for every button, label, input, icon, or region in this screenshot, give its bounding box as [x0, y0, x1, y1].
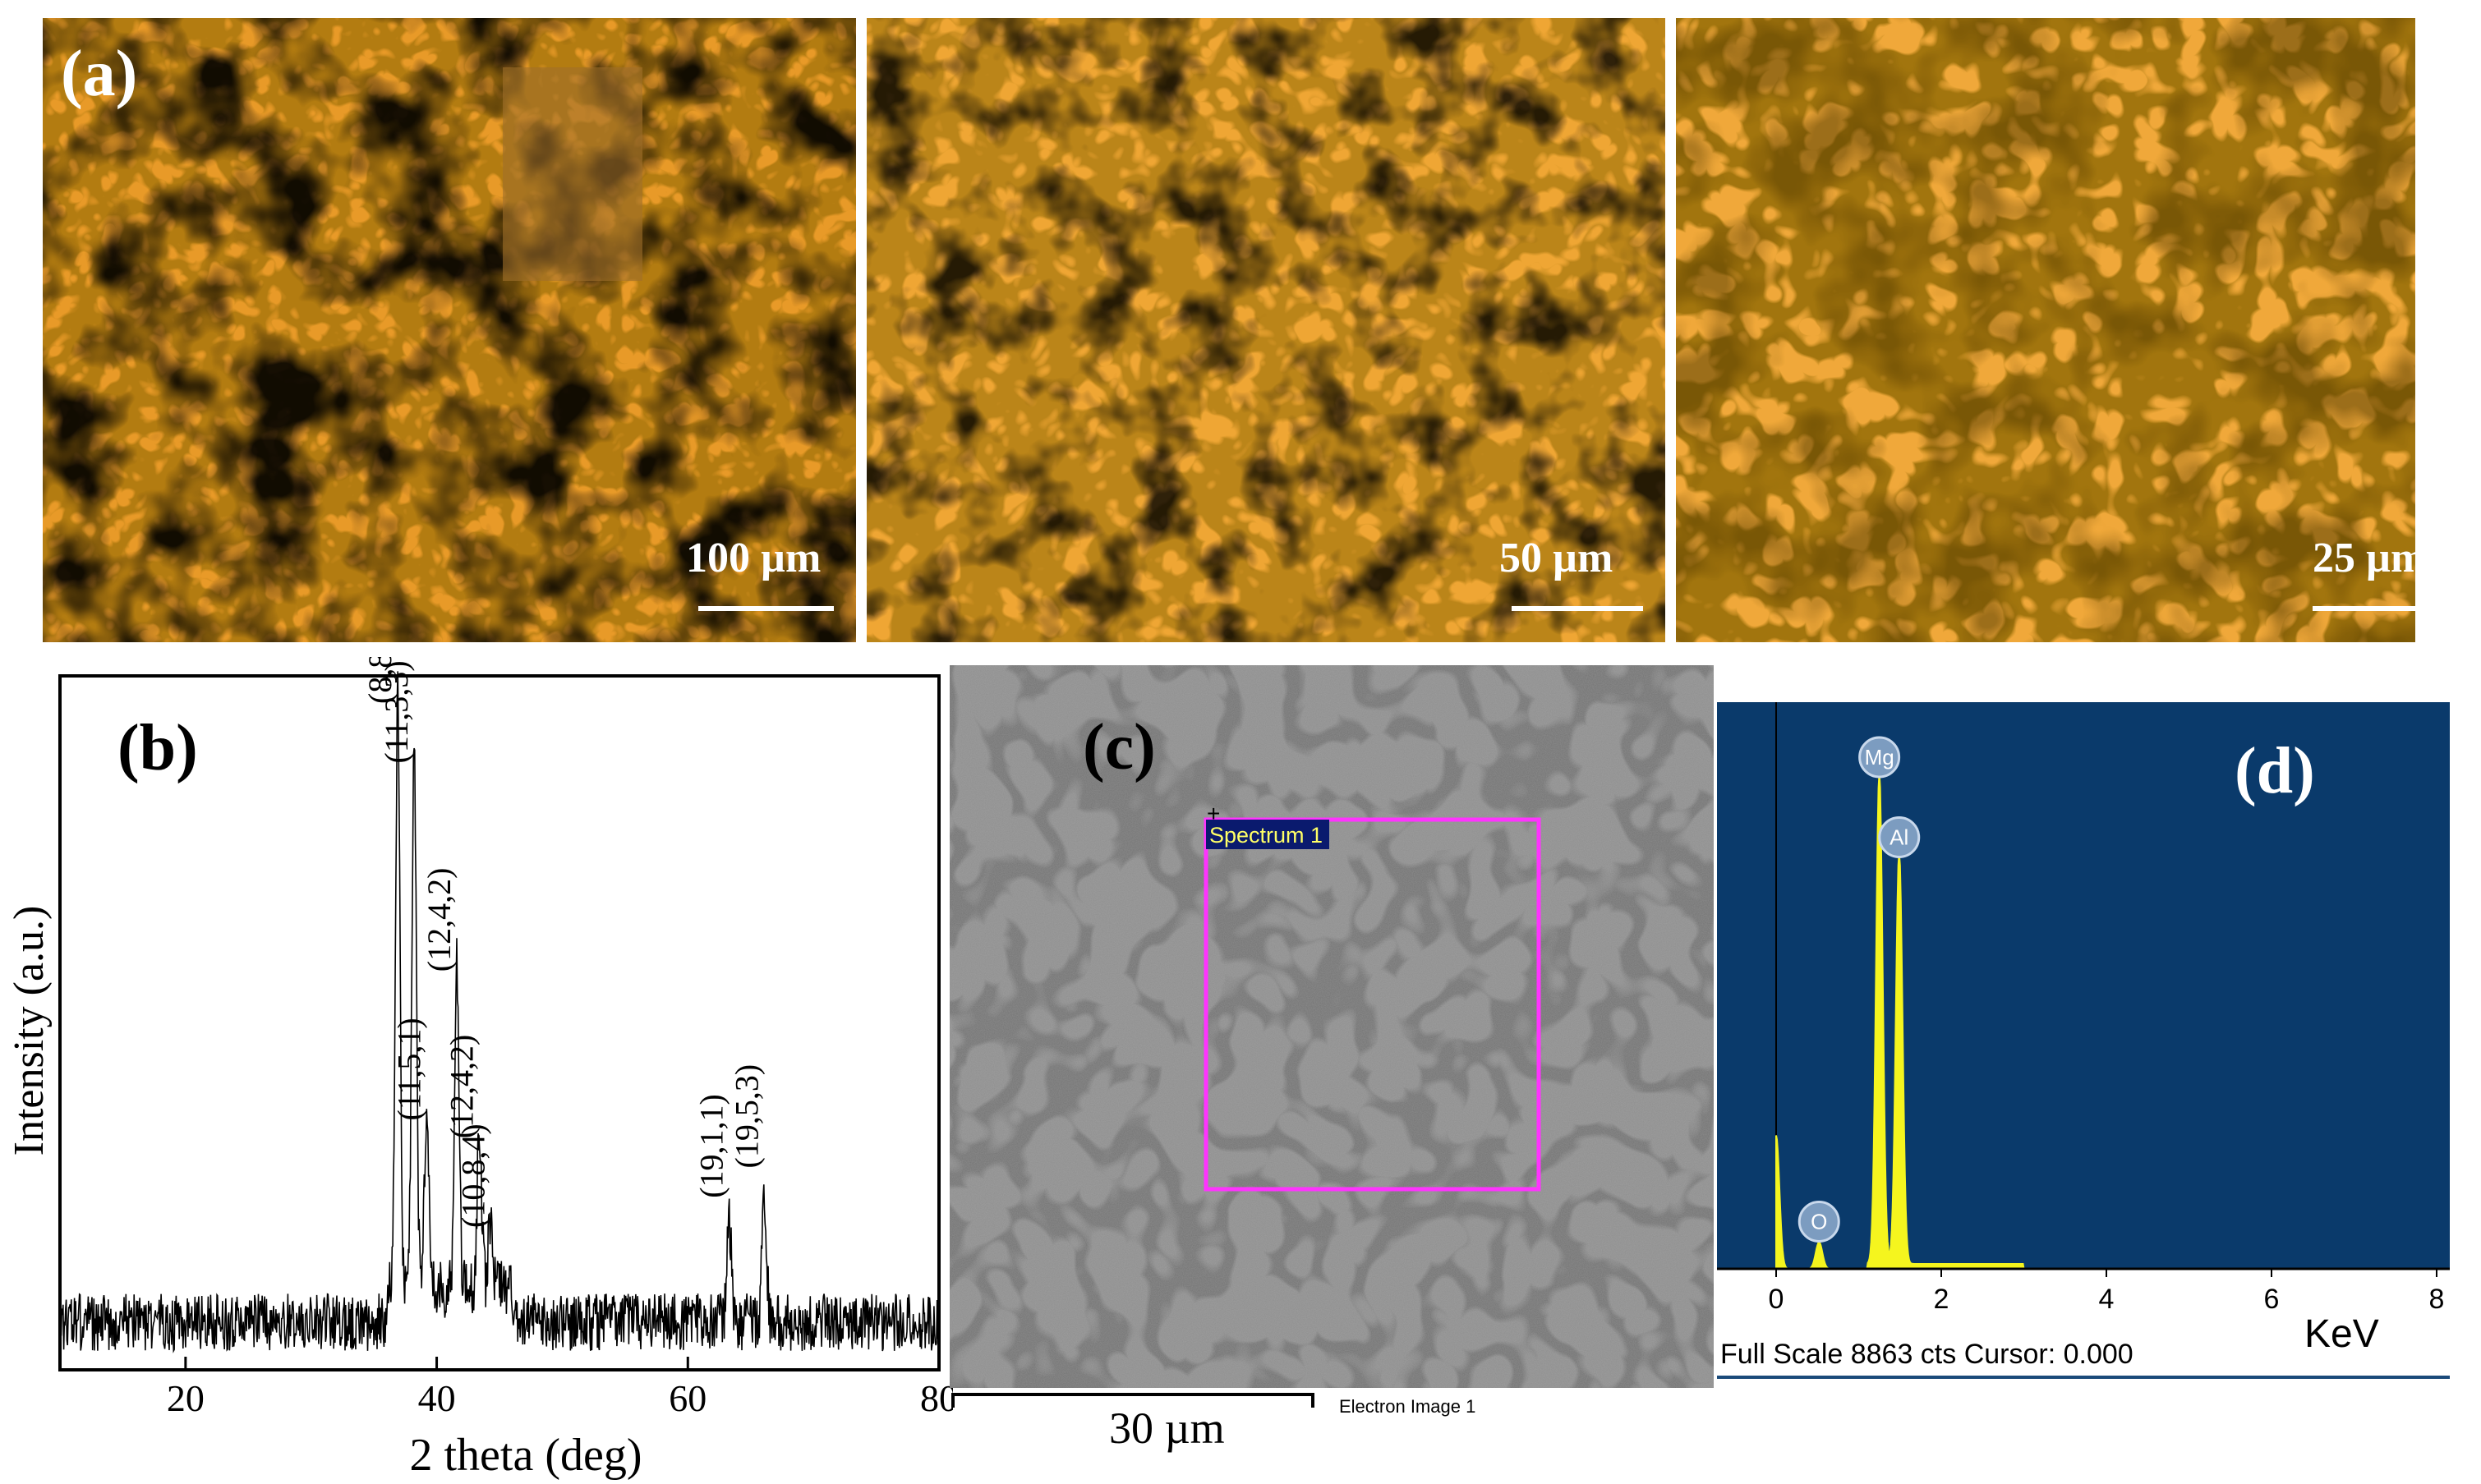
xrd-peak-label: (12,4,2) [444, 1035, 481, 1139]
scale-bar-a1 [698, 606, 834, 611]
xrd-chart: 20 40 60 80 (8,8,0)(11,3,3) (11,5,1) (12,4,2)… [6, 657, 953, 1481]
micrograph-25um [1676, 18, 2415, 642]
sem-image-texture: Spectrum 1 + [950, 665, 1714, 1388]
eds-element-marker [1878, 816, 1921, 858]
xrd-x-axis-label: 2 theta (deg) [410, 1430, 642, 1481]
xrd-peak-label: (19,1,1) [693, 1094, 730, 1198]
spectrum-label-box [1206, 820, 1329, 849]
cursor-cross-icon: + [1207, 801, 1220, 826]
scale-bar-a2 [1512, 606, 1643, 611]
xrd-y-axis-label: Intensity (a.u.) [6, 906, 53, 1156]
sem-scale-label: 30 µm [1109, 1404, 1225, 1453]
eds-chart: 0 2 4 6 8 O Mg Al (d) KeV Full Scale 8863 cts … [1717, 702, 2450, 1379]
micrograph-25um-texture [1676, 18, 2415, 642]
micrograph-50um [867, 18, 1665, 642]
xrd-x-tick-label: 60 [669, 1377, 707, 1419]
sem-panel-label: (c) [1083, 711, 1156, 783]
xrd-peak-label: (12,4,2) [421, 868, 458, 972]
xrd-peak-label: (11,5,1) [390, 1018, 427, 1120]
xrd-x-tick-label: 80 [920, 1377, 953, 1419]
spectrum-label: Spectrum 1 [1209, 823, 1323, 848]
eds-x-tick-label: 2 [1934, 1284, 1949, 1315]
eds-element-markers: O Mg Al [1797, 736, 1921, 1243]
scale-label-a2: 50 µm [1499, 535, 1613, 581]
xrd-peak-labels: (8,8,0)(11,3,3)(11,5,1)(12,4,2)(12,4,2)(… [361, 657, 765, 1228]
sem-scale-bar [951, 1393, 1313, 1396]
xrd-trace [59, 671, 940, 1353]
eds-ticks: 0 2 4 6 8 [1769, 1269, 2445, 1315]
xrd-peak-label: (8,8,0) [361, 657, 398, 704]
scale-label-a3: 25 µm [2313, 535, 2427, 581]
panel-a-label: (a) [61, 38, 138, 110]
xrd-panel-label: (b) [117, 712, 198, 784]
micrograph-100um-texture [43, 18, 856, 642]
xrd-x-tick-label: 40 [418, 1377, 456, 1419]
micrograph-100um [43, 18, 856, 642]
xrd-peak-label: (10,8,4) [454, 1123, 491, 1228]
eds-element-label: O [1811, 1210, 1827, 1234]
sem-image-caption: Electron Image 1 [1339, 1396, 1476, 1417]
eds-x-tick-label: 4 [2099, 1284, 2115, 1315]
eds-element-label: Mg [1865, 745, 1894, 770]
eds-element-label: Al [1890, 825, 1908, 850]
sem-scale-bar-right-tick [1311, 1393, 1314, 1408]
sem-image: Spectrum 1 + [950, 665, 1714, 1388]
eds-panel-label: (d) [2235, 735, 2315, 807]
sem-scale-bar-left-tick [951, 1393, 955, 1408]
eds-element-marker [1858, 736, 1901, 779]
xrd-plot-frame [58, 674, 941, 1371]
scale-bar-a3 [2313, 606, 2444, 611]
xrd-x-tick-label: 20 [167, 1377, 205, 1419]
eds-plot-background [1717, 702, 2450, 1269]
eds-x-tick-label: 0 [1769, 1284, 1784, 1315]
eds-element-marker [1797, 1201, 1840, 1243]
xrd-peak-label: (11,3,3) [378, 660, 415, 763]
eds-x-axis-label: KeV [2304, 1312, 2379, 1356]
xrd-ticks: 20 40 60 80 [167, 1357, 953, 1419]
eds-x-tick-label: 6 [2264, 1284, 2280, 1315]
micrograph-50um-texture [867, 18, 1665, 642]
scale-label-a1: 100 µm [686, 535, 822, 581]
spectrum-region-box [1204, 817, 1541, 1192]
eds-footer: Full Scale 8863 cts Cursor: 0.000 [1720, 1339, 2133, 1370]
eds-x-tick-label: 8 [2429, 1284, 2445, 1315]
xrd-peak-label: (19,5,3) [729, 1064, 766, 1169]
